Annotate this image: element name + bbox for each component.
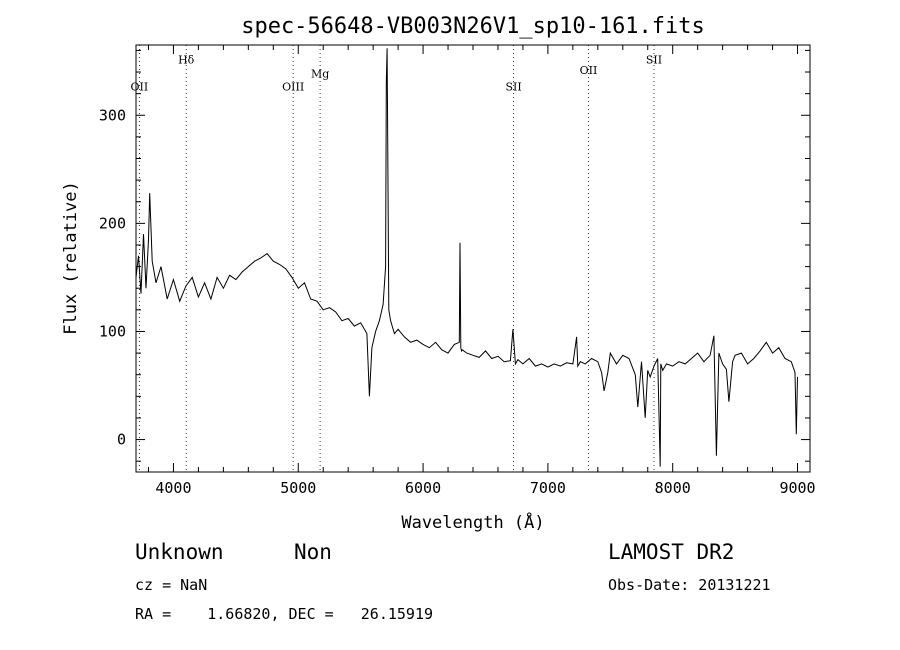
spectral-line-label: OIII xyxy=(282,80,304,93)
x-tick-label: 4000 xyxy=(155,479,191,497)
x-axis-label: Wavelength (Å) xyxy=(401,511,544,533)
spectral-line-label: Mg xyxy=(311,67,329,80)
plot-frame xyxy=(135,44,811,473)
x-tick-label: 7000 xyxy=(530,479,566,497)
y-tick-label: 0 xyxy=(117,431,126,449)
y-tick-label: 100 xyxy=(99,322,126,340)
x-tick-label: 9000 xyxy=(779,479,815,497)
object-type: Unknown xyxy=(135,540,224,564)
x-tick-label: 5000 xyxy=(280,479,316,497)
chart-title: spec-56648-VB003N26V1_sp10-161.fits xyxy=(241,14,705,39)
x-tick-label: 8000 xyxy=(655,479,691,497)
object-class: Non xyxy=(294,540,332,564)
spectral-line-label: OII xyxy=(131,80,149,93)
spectral-line-label: SII xyxy=(646,53,662,66)
spectrum-line xyxy=(135,48,798,467)
spectral-line-label: OII xyxy=(580,64,598,77)
ra-dec-coordinates: RA = 1.66820, DEC = 26.15919 xyxy=(135,605,434,623)
obs-date: Obs-Date: 20131221 xyxy=(608,576,771,594)
survey-name: LAMOST DR2 xyxy=(608,540,735,564)
y-tick-label: 300 xyxy=(99,106,126,124)
x-tick-label: 6000 xyxy=(405,479,441,497)
spectral-line-label: Hδ xyxy=(178,53,195,66)
y-axis-label: Flux (relative) xyxy=(61,181,81,335)
spectral-line-label: SII xyxy=(505,80,521,93)
y-tick-label: 200 xyxy=(99,214,126,232)
redshift-cz: cz = NaN xyxy=(135,576,208,594)
